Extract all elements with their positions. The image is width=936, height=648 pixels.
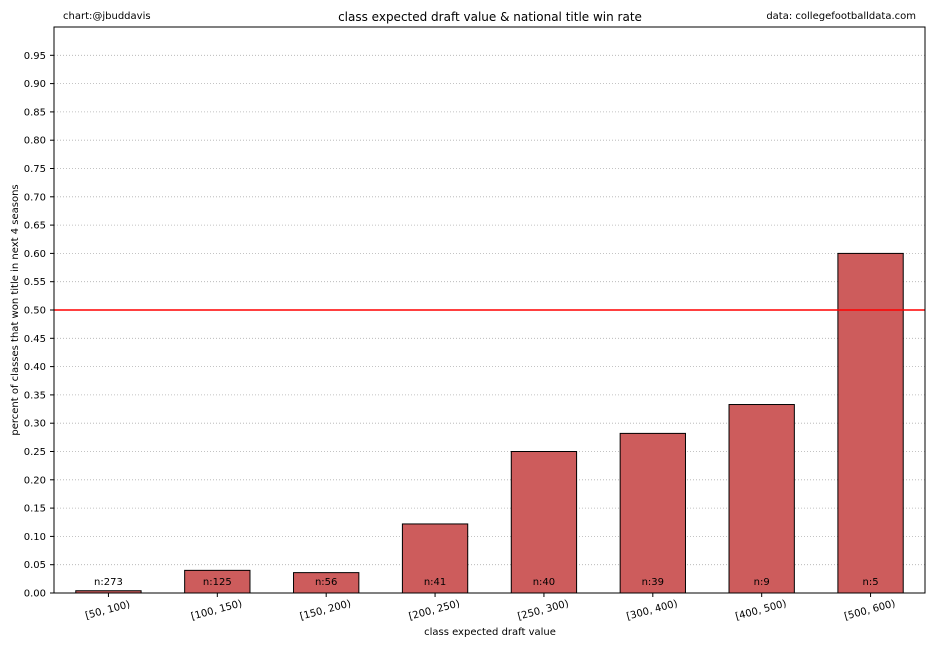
y-tick-label: 0.20 (24, 475, 46, 486)
bar-count-label: n:5 (863, 577, 879, 588)
x-tick-label: [300, 400) (625, 598, 678, 622)
x-tick-label: [200, 250) (408, 598, 461, 622)
bar-labels: n:273 n:125 n:56 n:41 n:40 n:39 n:9 n:5 (94, 577, 879, 588)
y-tick-label: 0.55 (24, 277, 46, 288)
x-axis-ticks: [50, 100) [100, 150) [150, 200) [200, 250) [… (84, 593, 897, 623)
x-tick-label: [100, 150) (190, 598, 243, 622)
x-axis-label: class expected draft value (424, 627, 556, 638)
bar-count-label: n:273 (94, 577, 123, 588)
y-tick-label: 0.65 (24, 221, 46, 232)
y-tick-label: 0.95 (24, 51, 46, 62)
bar-count-label: n:56 (315, 577, 337, 588)
y-tick-label: 0.80 (24, 136, 46, 147)
y-tick-label: 0.50 (24, 306, 46, 317)
y-tick-label: 0.45 (24, 334, 46, 345)
x-tick-label: [500, 600) (843, 598, 896, 622)
x-tick-label: [50, 100) (84, 599, 131, 622)
bar-count-label: n:41 (424, 577, 446, 588)
bar (401, 523, 469, 594)
y-tick-label: 0.05 (24, 560, 46, 571)
y-tick-label: 0.25 (24, 447, 46, 458)
y-tick-label: 0.75 (24, 164, 46, 175)
credit-left: chart:@jbuddavis (63, 11, 151, 22)
y-tick-label: 0.35 (24, 390, 46, 401)
bar (837, 252, 904, 594)
y-tick-label: 0.90 (24, 79, 46, 90)
y-tick-label: 0.85 (24, 107, 46, 118)
x-tick-label: [400, 500) (734, 598, 787, 622)
y-tick-label: 0.60 (24, 249, 46, 260)
y-axis-label: percent of classes that won title in nex… (10, 184, 21, 435)
bar-count-label: n:125 (203, 577, 232, 588)
bar-count-label: n:9 (754, 577, 770, 588)
bar (510, 451, 578, 594)
plot-frame (53, 26, 926, 594)
bar (728, 404, 795, 594)
y-tick-label: 0.40 (24, 362, 46, 373)
y-tick-label: 0.00 (24, 589, 46, 600)
y-tick-label: 0.10 (24, 532, 46, 543)
bar-count-label: n:40 (533, 577, 555, 588)
y-tick-label: 0.15 (24, 504, 46, 515)
chart-title: class expected draft value & national ti… (338, 10, 642, 24)
x-tick-label: [150, 200) (299, 598, 352, 622)
y-tick-label: 0.70 (24, 192, 46, 203)
credit-right: data: collegefootballdata.com (766, 11, 916, 22)
x-tick-label: [250, 300) (517, 598, 570, 622)
y-tick-label: 0.30 (24, 419, 46, 430)
y-axis-ticks: 0.00 0.05 0.10 0.15 0.20 0.25 0.30 0.35 0.40 0.45… (24, 51, 54, 600)
bar (619, 432, 686, 594)
bar-count-label: n:39 (642, 577, 664, 588)
